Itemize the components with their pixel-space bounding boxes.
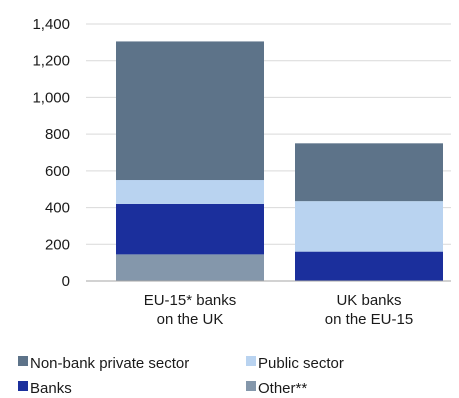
bar-segment [295, 201, 443, 252]
bars [116, 41, 443, 281]
y-tick-label: 600 [45, 163, 70, 180]
bar-segment [116, 41, 264, 181]
legend-swatch [18, 356, 28, 366]
legend-swatch [246, 356, 256, 366]
y-tick-label: 1,000 [32, 89, 70, 106]
y-tick-label: 0 [62, 273, 70, 290]
x-category-label: on the UK [157, 311, 224, 328]
y-tick-label: 1,200 [32, 53, 70, 70]
legend-swatch [246, 381, 256, 391]
x-category-label: on the EU-15 [325, 311, 413, 328]
bar-segment [116, 203, 264, 255]
legend: Non-bank private sector Public sector Bank… [18, 355, 344, 397]
bar-segment [116, 180, 264, 204]
x-category-label: UK banks [336, 292, 401, 309]
y-tick-label: 400 [45, 200, 70, 217]
legend-label: Non-bank private sector [30, 355, 189, 372]
bar-segment [295, 143, 443, 202]
legend-swatch [18, 381, 28, 391]
y-tick-label: 1,400 [32, 16, 70, 33]
y-tick-label: 800 [45, 126, 70, 143]
bar-segment [116, 254, 264, 281]
legend-label: Other** [258, 380, 307, 397]
x-category-label: EU-15* banks [144, 292, 237, 309]
y-tick-label: 200 [45, 236, 70, 253]
y-axis: 0 200 400 600 800 1,000 1,200 1,400 [32, 16, 70, 290]
legend-label: Banks [30, 380, 72, 397]
legend-label: Public sector [258, 355, 344, 372]
bar-segment [295, 251, 443, 281]
x-axis: EU-15* banks on the UK UK banks on the EU-1… [86, 280, 451, 328]
